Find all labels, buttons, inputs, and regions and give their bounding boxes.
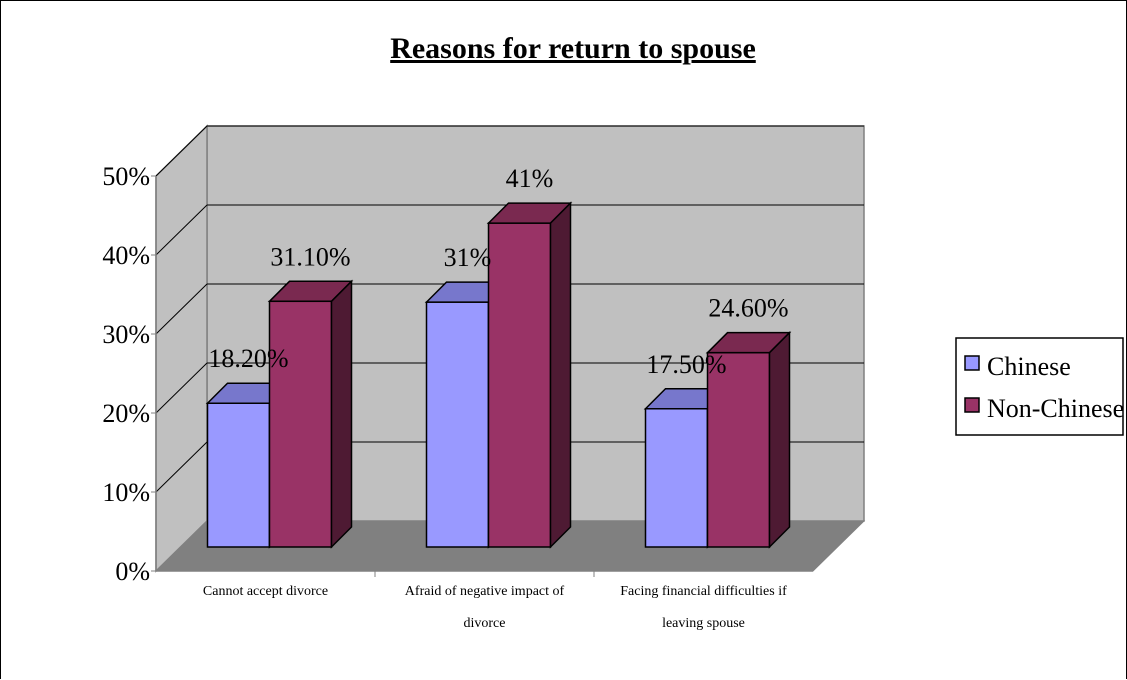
bar-front <box>644 408 709 548</box>
y-tick-label: 50% <box>102 162 150 191</box>
category-label: Afraid of negative impact of <box>405 584 565 599</box>
legend-box <box>955 337 1124 436</box>
bar-side <box>768 330 791 549</box>
category-label: Facing financial difficulties if <box>620 584 787 599</box>
gridline-side <box>155 283 208 335</box>
chart-title: Reasons for return to spouse <box>390 32 756 65</box>
bar-side <box>330 279 353 549</box>
gridline-side <box>155 362 208 414</box>
bars <box>205 201 792 549</box>
legend: Chinese Non-Chinese <box>955 337 1124 436</box>
bar-front <box>268 300 333 548</box>
gridline-side <box>155 441 208 493</box>
data-label: 31% <box>444 243 492 272</box>
data-labels: 18.20% 31.10% 31% 41% 17.50% 24.60% <box>208 164 788 379</box>
axes: 0% 10% 20% 30% 40% 50% Cannot accept divorce Af… <box>102 162 813 631</box>
bar-side <box>549 201 572 549</box>
data-label: 31.10% <box>270 242 350 271</box>
gridline-side <box>155 204 208 256</box>
bar-front <box>487 222 552 548</box>
legend-swatch <box>964 355 980 371</box>
bar-front <box>206 402 271 548</box>
y-tick-label: 30% <box>102 320 150 349</box>
legend-label: Chinese <box>987 352 1071 381</box>
data-label: 18.20% <box>208 344 288 373</box>
y-tick-label: 20% <box>102 399 150 428</box>
y-tick-label: 0% <box>115 557 150 586</box>
y-tick-label: 10% <box>102 478 150 507</box>
category-label: Cannot accept divorce <box>203 584 328 599</box>
data-label: 24.60% <box>708 294 788 323</box>
gridline-side <box>155 125 208 177</box>
data-label: 41% <box>506 164 554 193</box>
legend-label: Non-Chinese <box>987 394 1124 423</box>
side-wall <box>155 124 208 573</box>
bar-front <box>425 301 490 548</box>
data-label: 17.50% <box>646 350 726 379</box>
legend-swatch <box>964 397 980 413</box>
category-label: divorce <box>464 616 506 631</box>
bar-front <box>706 351 771 548</box>
category-label: leaving spouse <box>662 616 745 631</box>
y-tick-label: 40% <box>102 241 150 270</box>
